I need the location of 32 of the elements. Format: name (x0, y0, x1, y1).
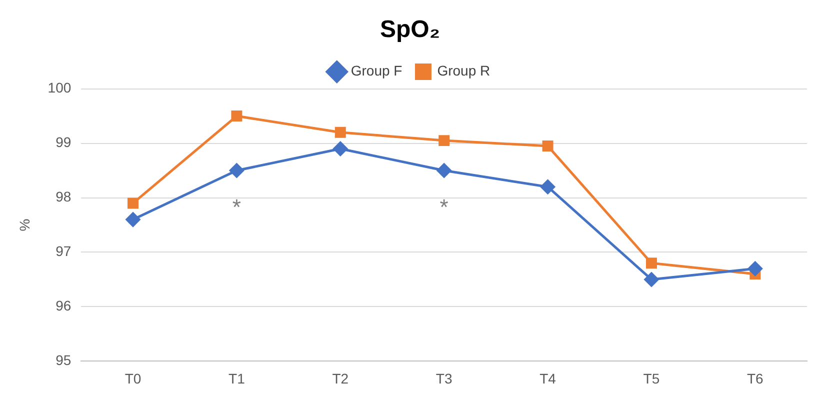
x-tick-label: T3 (436, 370, 452, 386)
point (128, 198, 138, 209)
x-tick-label: T2 (332, 370, 349, 386)
y-tick-label: 100 (48, 80, 72, 96)
point (126, 212, 140, 227)
legend-label: Group R (437, 62, 490, 79)
point (436, 163, 452, 178)
point (644, 272, 659, 287)
x-tick-label: T0 (124, 370, 142, 386)
point (229, 163, 244, 178)
y-tick-label: 95 (56, 352, 72, 368)
y-axis-title: % (16, 218, 32, 232)
point (438, 135, 450, 146)
x-tick-label: T6 (746, 370, 764, 386)
point (540, 180, 556, 194)
y-tick-label: 96 (56, 298, 72, 314)
point (231, 110, 242, 122)
point (333, 141, 348, 156)
chart-title: SpO₂ (380, 16, 440, 44)
point (542, 140, 554, 152)
y-tick-label: 97 (56, 243, 72, 260)
y-tick-label: 99 (56, 134, 72, 150)
annotation: * (232, 194, 242, 220)
point (748, 261, 762, 276)
point (334, 126, 346, 138)
x-tick-label: T5 (643, 370, 660, 386)
y-tick-label: 98 (56, 188, 72, 205)
annotation: * (440, 194, 449, 220)
point (646, 258, 657, 269)
legend-label: Group F (350, 62, 402, 79)
x-tick-label: T1 (228, 370, 246, 386)
x-tick-label: T4 (540, 370, 556, 386)
